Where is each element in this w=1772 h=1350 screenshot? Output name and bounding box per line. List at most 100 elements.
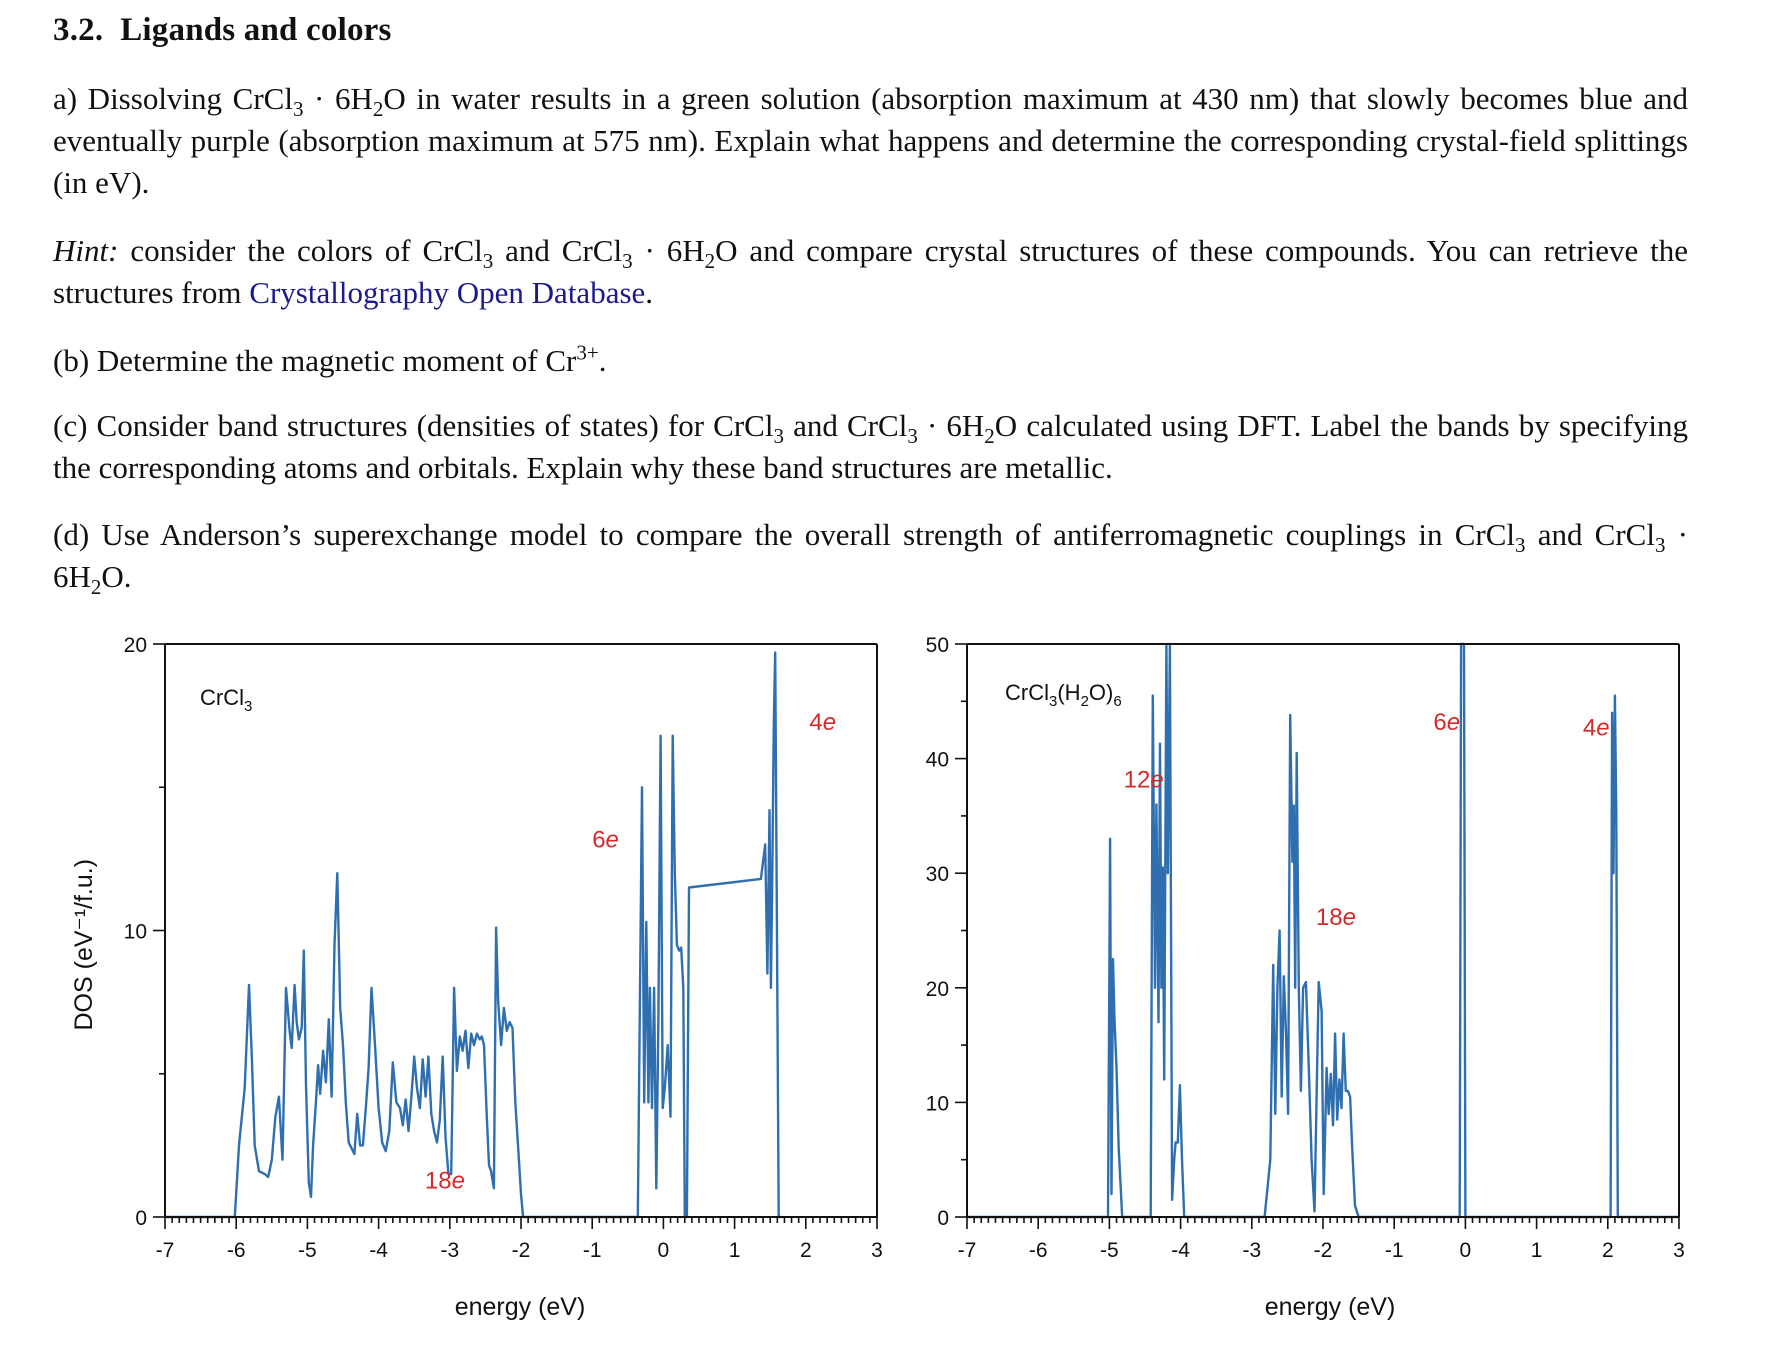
compound-label: CrCl3 [200,685,252,715]
subscript: 2 [372,97,384,122]
text: · 6H [917,408,985,443]
text: . [598,343,607,378]
x-tick-label: -7 [156,1239,175,1262]
subscript: 3 [622,249,633,274]
text: a) Dissolving CrCl [53,81,293,116]
x-tick-label: -1 [1385,1239,1404,1262]
y-tick-label: 10 [124,921,147,944]
electron-count-label: 6e [1433,709,1460,736]
electron-count: 6 [592,826,605,853]
x-tick-label: -5 [298,1239,317,1262]
electron-symbol: e [1150,766,1163,793]
section-heading: 3.2. Ligands and colors [53,12,392,49]
text: and CrCl [1525,517,1655,552]
compound-label: CrCl3(H2O)6 [1005,680,1122,710]
compound-label-subscript: 6 [1113,693,1121,710]
text: consider the colors of CrCl [118,233,483,268]
chart-crcl3: -7 -6 -5 -4 -3 -2 -1 0 1 2 3 0 10 20 energy (eV) DOS (e… [70,634,883,1321]
subscript: 3 [1515,533,1526,558]
electron-count-label: 6e [592,826,619,853]
subscript: 2 [90,575,102,600]
cod-link[interactable]: Crystallography Open Database [249,275,646,310]
x-tick-label: -6 [227,1239,246,1262]
y-axis-label: DOS (eV⁻¹/f.u.) [70,859,98,1031]
text: · 6H [53,517,1688,594]
x-tick-label: 3 [1673,1239,1685,1262]
x-tick-label: -3 [440,1239,459,1262]
subscript: 2 [704,249,716,274]
text: O and compare crystal structures of thes… [53,233,1688,310]
text: O in water results in a green solution (… [53,81,1688,200]
text: (c) Consider band structures (densities … [53,408,774,443]
text: O calculated using DFT. Label the bands … [53,408,1688,485]
subscript: 3 [482,249,494,274]
question-d: (d) Use Anderson’s superexchange model t… [53,514,1688,598]
x-tick-label: 2 [800,1239,812,1262]
electron-symbol: e [452,1167,465,1194]
electron-count-label: 18e [1316,904,1356,931]
text: (b) Determine the magnetic moment of Cr [53,343,577,378]
subscript: 3 [773,424,784,449]
electron-symbol: e [823,709,836,736]
subscript: 3 [1654,533,1666,558]
y-tick-label: 0 [937,1207,949,1230]
text: and CrCl [783,408,908,443]
x-tick-label: -6 [1029,1239,1048,1262]
x-tick-label: -1 [583,1239,602,1262]
x-tick-label: 3 [871,1239,883,1262]
x-tick-label: -2 [1314,1239,1333,1262]
x-axis-label: energy (eV) [1265,1293,1396,1321]
superscript: 3+ [576,340,599,365]
electron-count: 18 [1316,904,1343,931]
question-c: (c) Consider band structures (densities … [53,405,1688,489]
x-tick-label: -7 [958,1239,977,1262]
electron-symbol: e [1343,904,1356,931]
x-tick-label: 1 [1531,1239,1543,1262]
y-tick-label: 20 [124,634,147,657]
compound-label-subscript: 2 [1081,693,1089,710]
y-tick-label: 0 [135,1207,147,1230]
electron-symbol: e [606,826,619,853]
x-tick-label: -2 [512,1239,531,1262]
hint: Hint: consider the colors of CrCl3 and C… [53,230,1688,314]
electron-count: 12 [1124,766,1151,793]
text: . [645,275,654,310]
subscript: 3 [292,97,304,122]
compound-label-subscript: 3 [1049,693,1057,710]
x-tick-label: 0 [658,1239,670,1262]
dos-curve [165,651,782,1219]
text: · 6H [303,81,373,116]
y-tick-label: 20 [926,978,949,1001]
y-tick-label: 50 [926,634,949,657]
electron-symbol: e [1596,715,1609,742]
text: (d) Use Anderson’s superexchange model t… [53,517,1516,552]
y-tick-label: 40 [926,749,949,772]
x-tick-label: -5 [1100,1239,1119,1262]
x-tick-label: 2 [1602,1239,1614,1262]
compound-label-text: CrCl [200,685,244,710]
subscript: 2 [984,424,995,449]
electron-count: 6 [1433,709,1446,736]
electron-symbol: e [1447,709,1460,736]
text: and CrCl [493,233,623,268]
y-tick-label: 30 [926,863,949,886]
hint-label: Hint: [53,233,119,268]
compound-label-text: CrCl [1005,680,1049,705]
text: · 6H [632,233,705,268]
x-tick-label: -3 [1242,1239,1261,1262]
section-number: 3.2. [53,12,104,48]
question-b: (b) Determine the magnetic moment of Cr3… [53,340,1688,382]
x-tick-label: 0 [1460,1239,1472,1262]
compound-label-text: (H [1057,680,1080,705]
electron-count: 4 [809,709,822,736]
x-tick-label: -4 [1171,1239,1190,1262]
electron-count-label: 4e [809,709,836,736]
electron-count: 18 [425,1167,452,1194]
text: O. [101,559,132,594]
x-axis-label: energy (eV) [455,1293,586,1321]
subscript: 3 [907,424,918,449]
x-tick-label: 1 [729,1239,741,1262]
electron-count-label: 12e [1124,766,1164,793]
